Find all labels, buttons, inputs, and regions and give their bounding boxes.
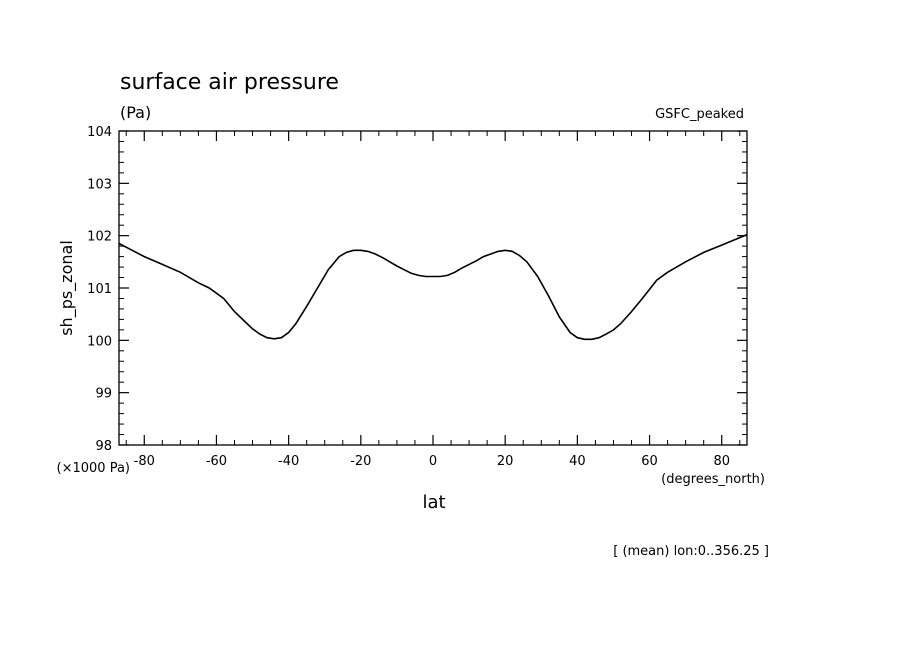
- x-tick-label: -80: [134, 454, 155, 469]
- units-label: (Pa): [120, 103, 151, 122]
- x-tick-label: 40: [569, 454, 586, 469]
- y-tick-label: 99: [95, 387, 112, 402]
- y-tick-label: 102: [87, 230, 112, 245]
- minor-ticks: [119, 131, 747, 445]
- x-tick-label: 20: [497, 454, 514, 469]
- y-tick-label: 98: [95, 439, 112, 454]
- major-ticks: [119, 130, 747, 446]
- x-tick-label: 80: [713, 454, 730, 469]
- y-tick-label: 104: [87, 125, 112, 140]
- x-tick-label: -60: [206, 454, 227, 469]
- x-tick-label: 0: [429, 454, 437, 469]
- y-scale-note: (×1000 Pa): [57, 461, 130, 476]
- y-tick-label: 101: [87, 282, 112, 297]
- x-axis-label: lat: [422, 492, 445, 513]
- y-tick-label: 103: [87, 177, 112, 192]
- chart-title: surface air pressure: [120, 70, 339, 95]
- x-units-label: (degrees_north): [661, 472, 765, 487]
- x-tick-label: -40: [278, 454, 299, 469]
- plot-frame: [118, 130, 748, 446]
- x-tick-label: -20: [350, 454, 371, 469]
- y-tick-labels: 98 99 100 101 102 103 104: [87, 125, 112, 454]
- y-tick-label: 100: [87, 334, 112, 349]
- footer-note: [ (mean) lon:0..356.25 ]: [613, 544, 769, 559]
- x-tick-labels: -80 -60 -40 -20 0 20 40 60 80: [134, 454, 730, 469]
- dataset-label: GSFC_peaked: [655, 107, 744, 122]
- x-tick-label: 60: [641, 454, 658, 469]
- series-line: [118, 233, 748, 341]
- y-axis-label: sh_ps_zonal: [57, 240, 77, 336]
